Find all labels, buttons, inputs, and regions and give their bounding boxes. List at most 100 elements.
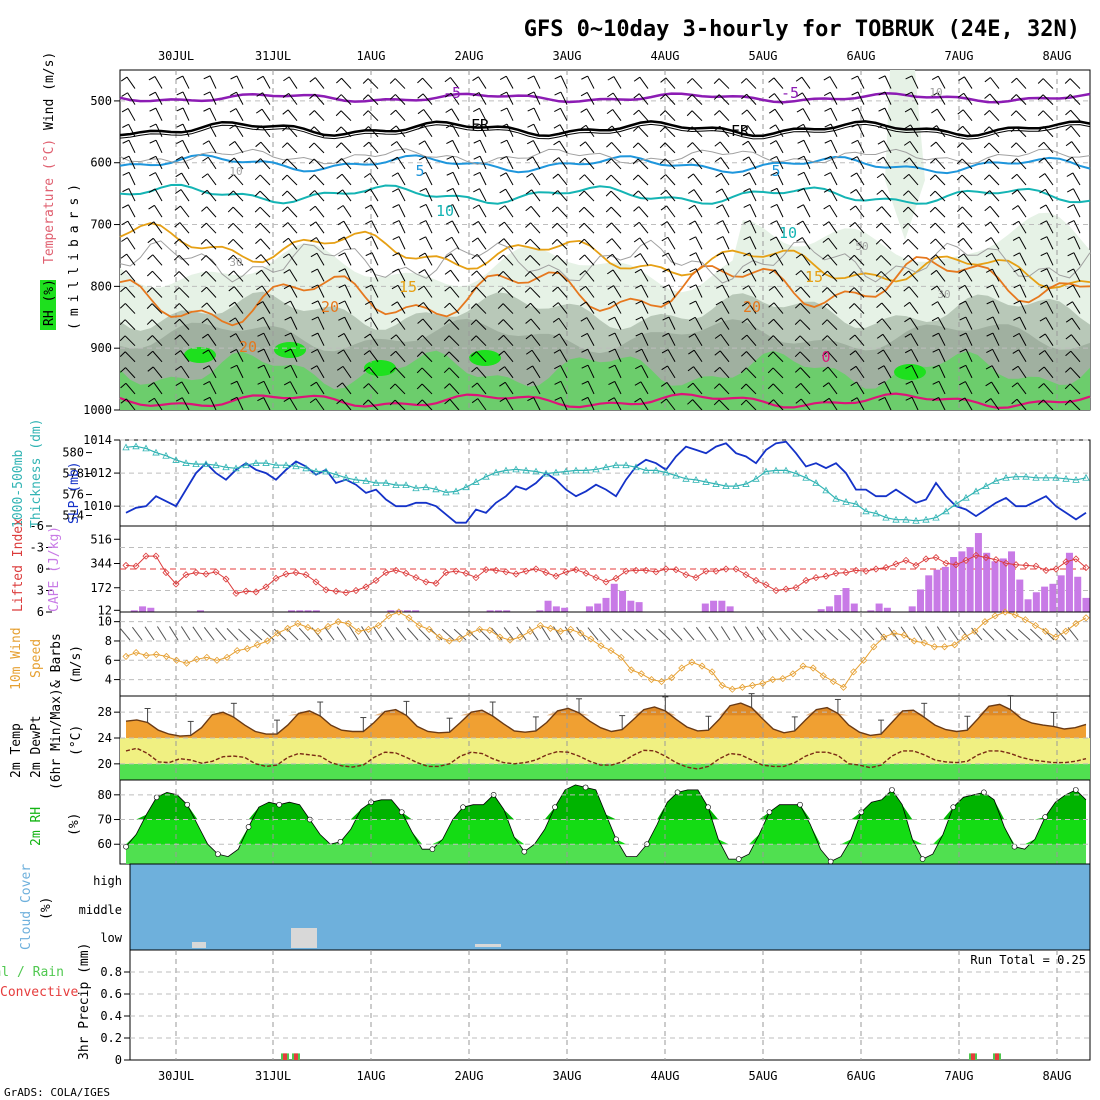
wind-barb-staff	[369, 333, 379, 346]
wind-barb	[524, 255, 541, 266]
wind-barb-flag	[1011, 382, 1018, 388]
wind-barb-staff	[180, 189, 190, 202]
wind10m-marker	[1021, 616, 1029, 624]
wind-barb	[930, 125, 946, 138]
wind-barb-staff	[1043, 157, 1054, 170]
wind-barb-staff	[316, 381, 325, 395]
wind-barb-flag	[851, 91, 859, 96]
wind-barb-staff	[314, 205, 325, 218]
wind-barb	[959, 332, 973, 346]
wind-barb-flag	[796, 92, 803, 98]
wind-barb-flag	[391, 284, 399, 290]
wind-barb-staff	[638, 190, 649, 202]
wind-barb-flag	[499, 381, 506, 387]
wind-barb	[713, 399, 730, 411]
wind10m-barb	[850, 628, 863, 641]
wind-barb	[228, 286, 244, 298]
wind-barb-flag	[363, 173, 371, 178]
wind-barb-flag	[173, 303, 180, 309]
wind10m-barb	[384, 626, 395, 641]
wind-barb	[607, 285, 622, 298]
wind-barb	[851, 139, 865, 154]
wind-barb-flag	[203, 75, 211, 80]
wind-barb	[848, 271, 865, 282]
wind-barb	[175, 381, 190, 395]
wind-barb	[903, 173, 919, 186]
pressure-tick-label: 700	[90, 218, 112, 232]
cape-bar	[503, 610, 511, 612]
wind-barb	[1065, 367, 1081, 379]
wind10m-panel-frame	[119, 611, 1091, 697]
wind-barb-staff	[830, 107, 838, 121]
wind-barb-flag	[419, 236, 426, 241]
wind-barb-staff	[341, 158, 352, 170]
wind-barb-staff	[398, 268, 406, 282]
wind-barb-flag	[770, 220, 777, 225]
wind-barb	[931, 92, 946, 105]
wind-barb-flag	[875, 255, 882, 261]
wind-barb-flag	[769, 252, 777, 258]
wind-barb-flag	[281, 190, 288, 197]
wind-barb-staff	[178, 271, 190, 282]
cloud-panel-frame	[129, 863, 1091, 951]
wind-barb	[929, 222, 946, 234]
wind-barb	[417, 302, 433, 314]
wind-barb-flag	[551, 239, 558, 245]
wind-barb-staff	[233, 254, 244, 266]
wind-barb	[551, 270, 568, 282]
wind-barb	[905, 396, 919, 411]
wind-barb-staff	[341, 173, 352, 186]
wind-barb-flag	[770, 155, 777, 161]
wind-barb-staff	[695, 252, 703, 266]
wind-barb	[795, 382, 811, 395]
cape-bar	[726, 606, 734, 612]
wind-barb	[203, 381, 217, 395]
wind-barb-staff	[667, 236, 676, 250]
wind-barb	[904, 108, 919, 121]
wind-barb-flag	[634, 381, 642, 386]
wind-barb	[121, 204, 136, 218]
wind-barb-staff	[206, 302, 217, 314]
wind-barb-staff	[1017, 205, 1027, 218]
thickness-marker	[832, 494, 840, 502]
wind-barb-flag	[929, 222, 936, 229]
wind-barb-flag	[821, 319, 828, 325]
wind10m-barb	[215, 627, 227, 641]
wind-barb-flag	[418, 140, 426, 145]
wind-barb	[633, 93, 649, 105]
wind10m-barb	[936, 626, 947, 641]
wind-barb-flag	[851, 139, 858, 144]
wind-barb	[822, 221, 838, 234]
wind-barb-staff	[855, 366, 865, 379]
wind-barb-flag	[498, 350, 505, 356]
wind-barb-staff	[421, 383, 433, 395]
li-marker	[312, 578, 320, 586]
wind-barb-flag	[716, 284, 723, 289]
wind-barb	[283, 381, 298, 395]
wind-barb-staff	[181, 397, 190, 411]
wind-barb	[471, 237, 487, 250]
wind-barb-flag	[632, 142, 639, 149]
thickness-marker	[882, 513, 890, 521]
wind-barb-staff	[801, 76, 811, 89]
wind-barb-staff	[344, 252, 352, 266]
wind-barb	[929, 206, 946, 218]
wind-barb-staff	[182, 75, 190, 89]
wind-barb	[903, 301, 919, 314]
wind-barb-staff	[800, 367, 811, 379]
cloud-low-bar	[475, 944, 501, 947]
cape-tick-label: 12	[98, 603, 112, 617]
wind-barb	[660, 93, 676, 105]
wind-barb-staff	[371, 220, 379, 234]
wind-barb-staff	[206, 286, 217, 298]
wind-barb-staff	[476, 286, 487, 298]
cape-bar	[842, 588, 850, 612]
wind-barb-flag	[607, 300, 615, 306]
wind-barb	[553, 140, 568, 154]
wind-barb-flag	[659, 126, 666, 133]
li-marker	[252, 588, 260, 596]
wind-barb	[552, 190, 568, 202]
wind-barb-flag	[228, 286, 235, 292]
wind-barb	[364, 333, 379, 346]
temp-fill-peaks	[126, 703, 1086, 716]
